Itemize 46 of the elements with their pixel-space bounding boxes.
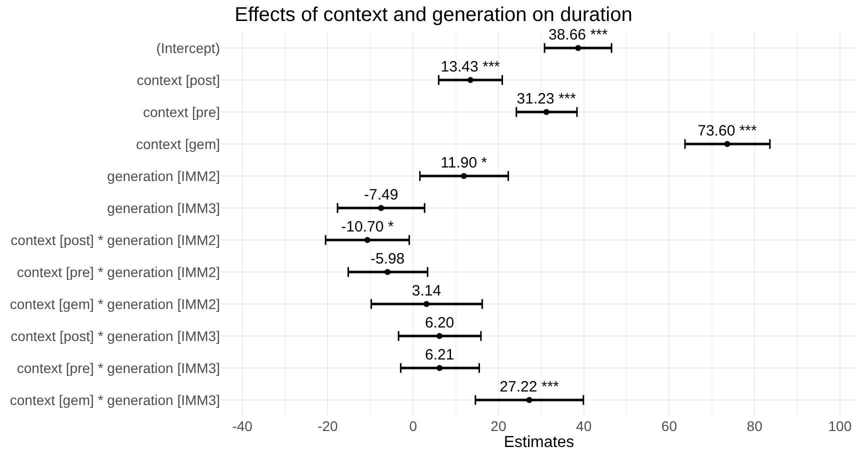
x-tick-label: -20 xyxy=(318,418,338,434)
y-tick-label: generation [IMM2] xyxy=(107,168,220,184)
y-tick-label: generation [IMM3] xyxy=(107,200,220,216)
y-tick-label: context [gem] * generation [IMM2] xyxy=(10,296,220,312)
y-tick-label: context [pre] * generation [IMM2] xyxy=(16,264,220,280)
data-label: 73.60 *** xyxy=(698,122,758,140)
data-label: 6.20 xyxy=(424,314,454,332)
point xyxy=(436,333,443,339)
data-label: 6.21 xyxy=(424,346,454,364)
data-label: -5.98 xyxy=(370,250,405,268)
chart-title: Effects of context and generation on duration xyxy=(234,4,632,26)
point xyxy=(436,365,443,371)
point xyxy=(526,397,532,403)
point xyxy=(724,141,730,147)
y-tick-label: context [post] * generation [IMM2] xyxy=(10,232,220,248)
point xyxy=(460,173,467,179)
point xyxy=(364,237,370,243)
x-tick-label: -40 xyxy=(232,418,253,434)
x-tick-label: 20 xyxy=(490,418,506,434)
x-tick-label: 40 xyxy=(576,418,592,434)
x-axis-title: Estimates xyxy=(504,434,574,451)
y-tick-label: context [post] * generation [IMM3] xyxy=(10,328,220,344)
data-label: -7.49 xyxy=(364,186,398,204)
point xyxy=(575,45,582,51)
y-tick-label: context [pre] xyxy=(142,104,220,120)
x-tick-label: 60 xyxy=(661,418,678,434)
point xyxy=(467,77,474,83)
y-tick-label: context [gem] xyxy=(136,136,220,152)
point xyxy=(384,269,391,275)
point xyxy=(423,301,430,307)
x-tick-label: 80 xyxy=(746,418,763,434)
data-label: 31.23 *** xyxy=(516,90,576,108)
point xyxy=(543,109,550,115)
data-label: 38.66 *** xyxy=(548,26,608,44)
y-tick-label: (Intercept) xyxy=(156,40,220,56)
data-label: 27.22 *** xyxy=(500,378,560,396)
data-label: 3.14 xyxy=(412,282,442,300)
y-tick-label: context [pre] * generation [IMM3] xyxy=(16,360,220,376)
data-label: 13.43 *** xyxy=(440,58,500,76)
x-tick-label: 0 xyxy=(409,418,418,434)
y-tick-label: context [post] xyxy=(136,72,220,88)
data-label: 11.90 * xyxy=(440,154,488,172)
y-tick-label: context [gem] * generation [IMM3] xyxy=(10,392,220,408)
data-label: -10.70 * xyxy=(341,218,394,236)
point xyxy=(378,205,384,211)
x-tick-label: 100 xyxy=(828,418,852,434)
